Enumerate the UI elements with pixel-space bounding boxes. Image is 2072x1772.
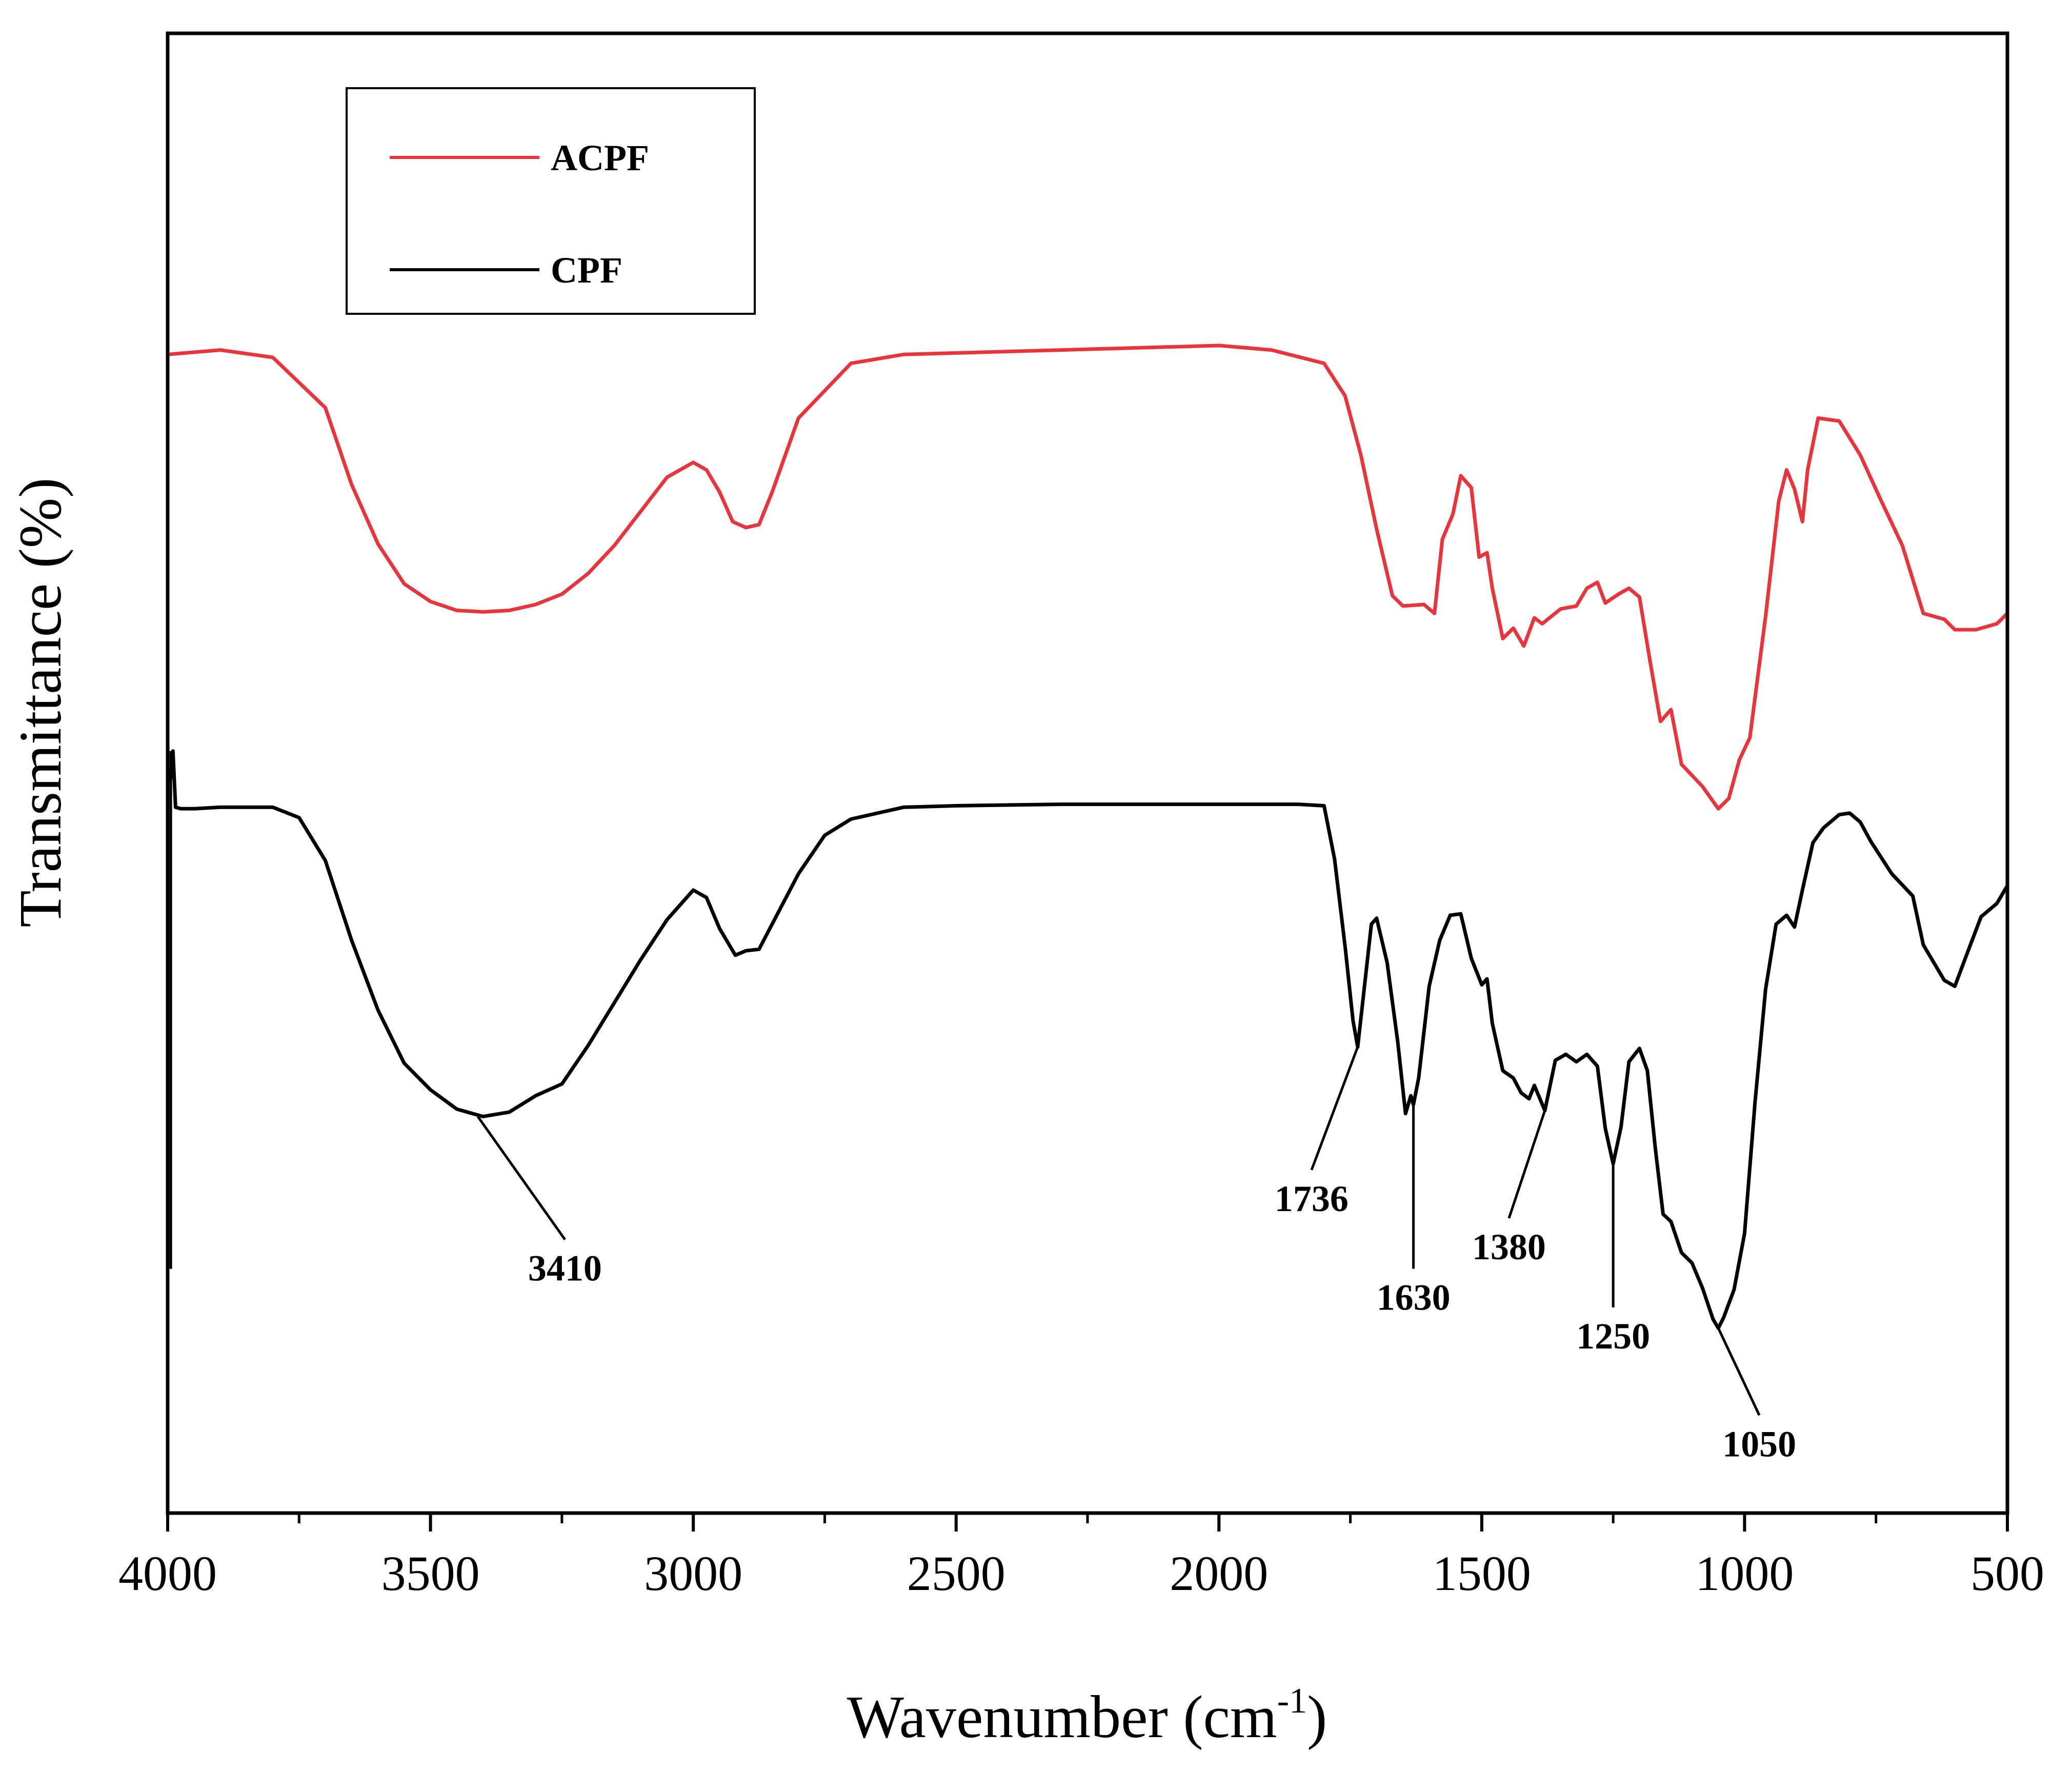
peak-leader-line [1507,1110,1546,1219]
x-tick-label: 3000 [644,1546,742,1601]
peak-label: 1380 [1472,1226,1546,1267]
x-tick-label: 1500 [1433,1546,1531,1601]
x-tick-label: 1000 [1695,1546,1794,1601]
x-tick-label: 500 [1970,1546,2044,1601]
peak-leader-line [476,1116,566,1240]
peak-label: 3410 [528,1248,602,1289]
annotation-layer: 3410 1736 1630 1380 1250 1050 [476,1046,1796,1464]
x-axis-title-sup: -1 [1277,1681,1307,1721]
series-line-acpf [166,344,2009,811]
x-tick-label: 2500 [907,1546,1005,1601]
x-tick-label: 3500 [381,1546,480,1601]
x-tick-label: 2000 [1170,1546,1268,1601]
x-axis-title: Wavenumber (cm-1) [847,1681,1327,1750]
peak-label: 1630 [1377,1277,1451,1318]
peak-label: 1050 [1722,1423,1796,1464]
legend-label-cpf: CPF [551,250,622,291]
x-axis-title-close: ) [1307,1683,1327,1750]
legend-label-acpf: ACPF [551,137,649,178]
peak-label: 1736 [1275,1178,1349,1219]
y-axis-title: Transmittance (%) [7,477,74,927]
x-tick-label: 4000 [118,1546,217,1601]
x-axis-title-main: Wavenumber (cm [847,1683,1277,1750]
plot-frame [166,31,2009,1515]
series-layer [166,344,2009,1330]
peak-leader-line [1717,1327,1761,1416]
peak-label: 1250 [1576,1316,1650,1357]
series-line-cpf [168,749,2009,1330]
tick-layer: 4000 3500 3000 2500 2000 1500 1000 500 [118,1513,2044,1601]
legend: ACPF CPF [346,87,756,315]
legend-box [346,87,756,315]
peak-leader-line [1310,1046,1359,1171]
